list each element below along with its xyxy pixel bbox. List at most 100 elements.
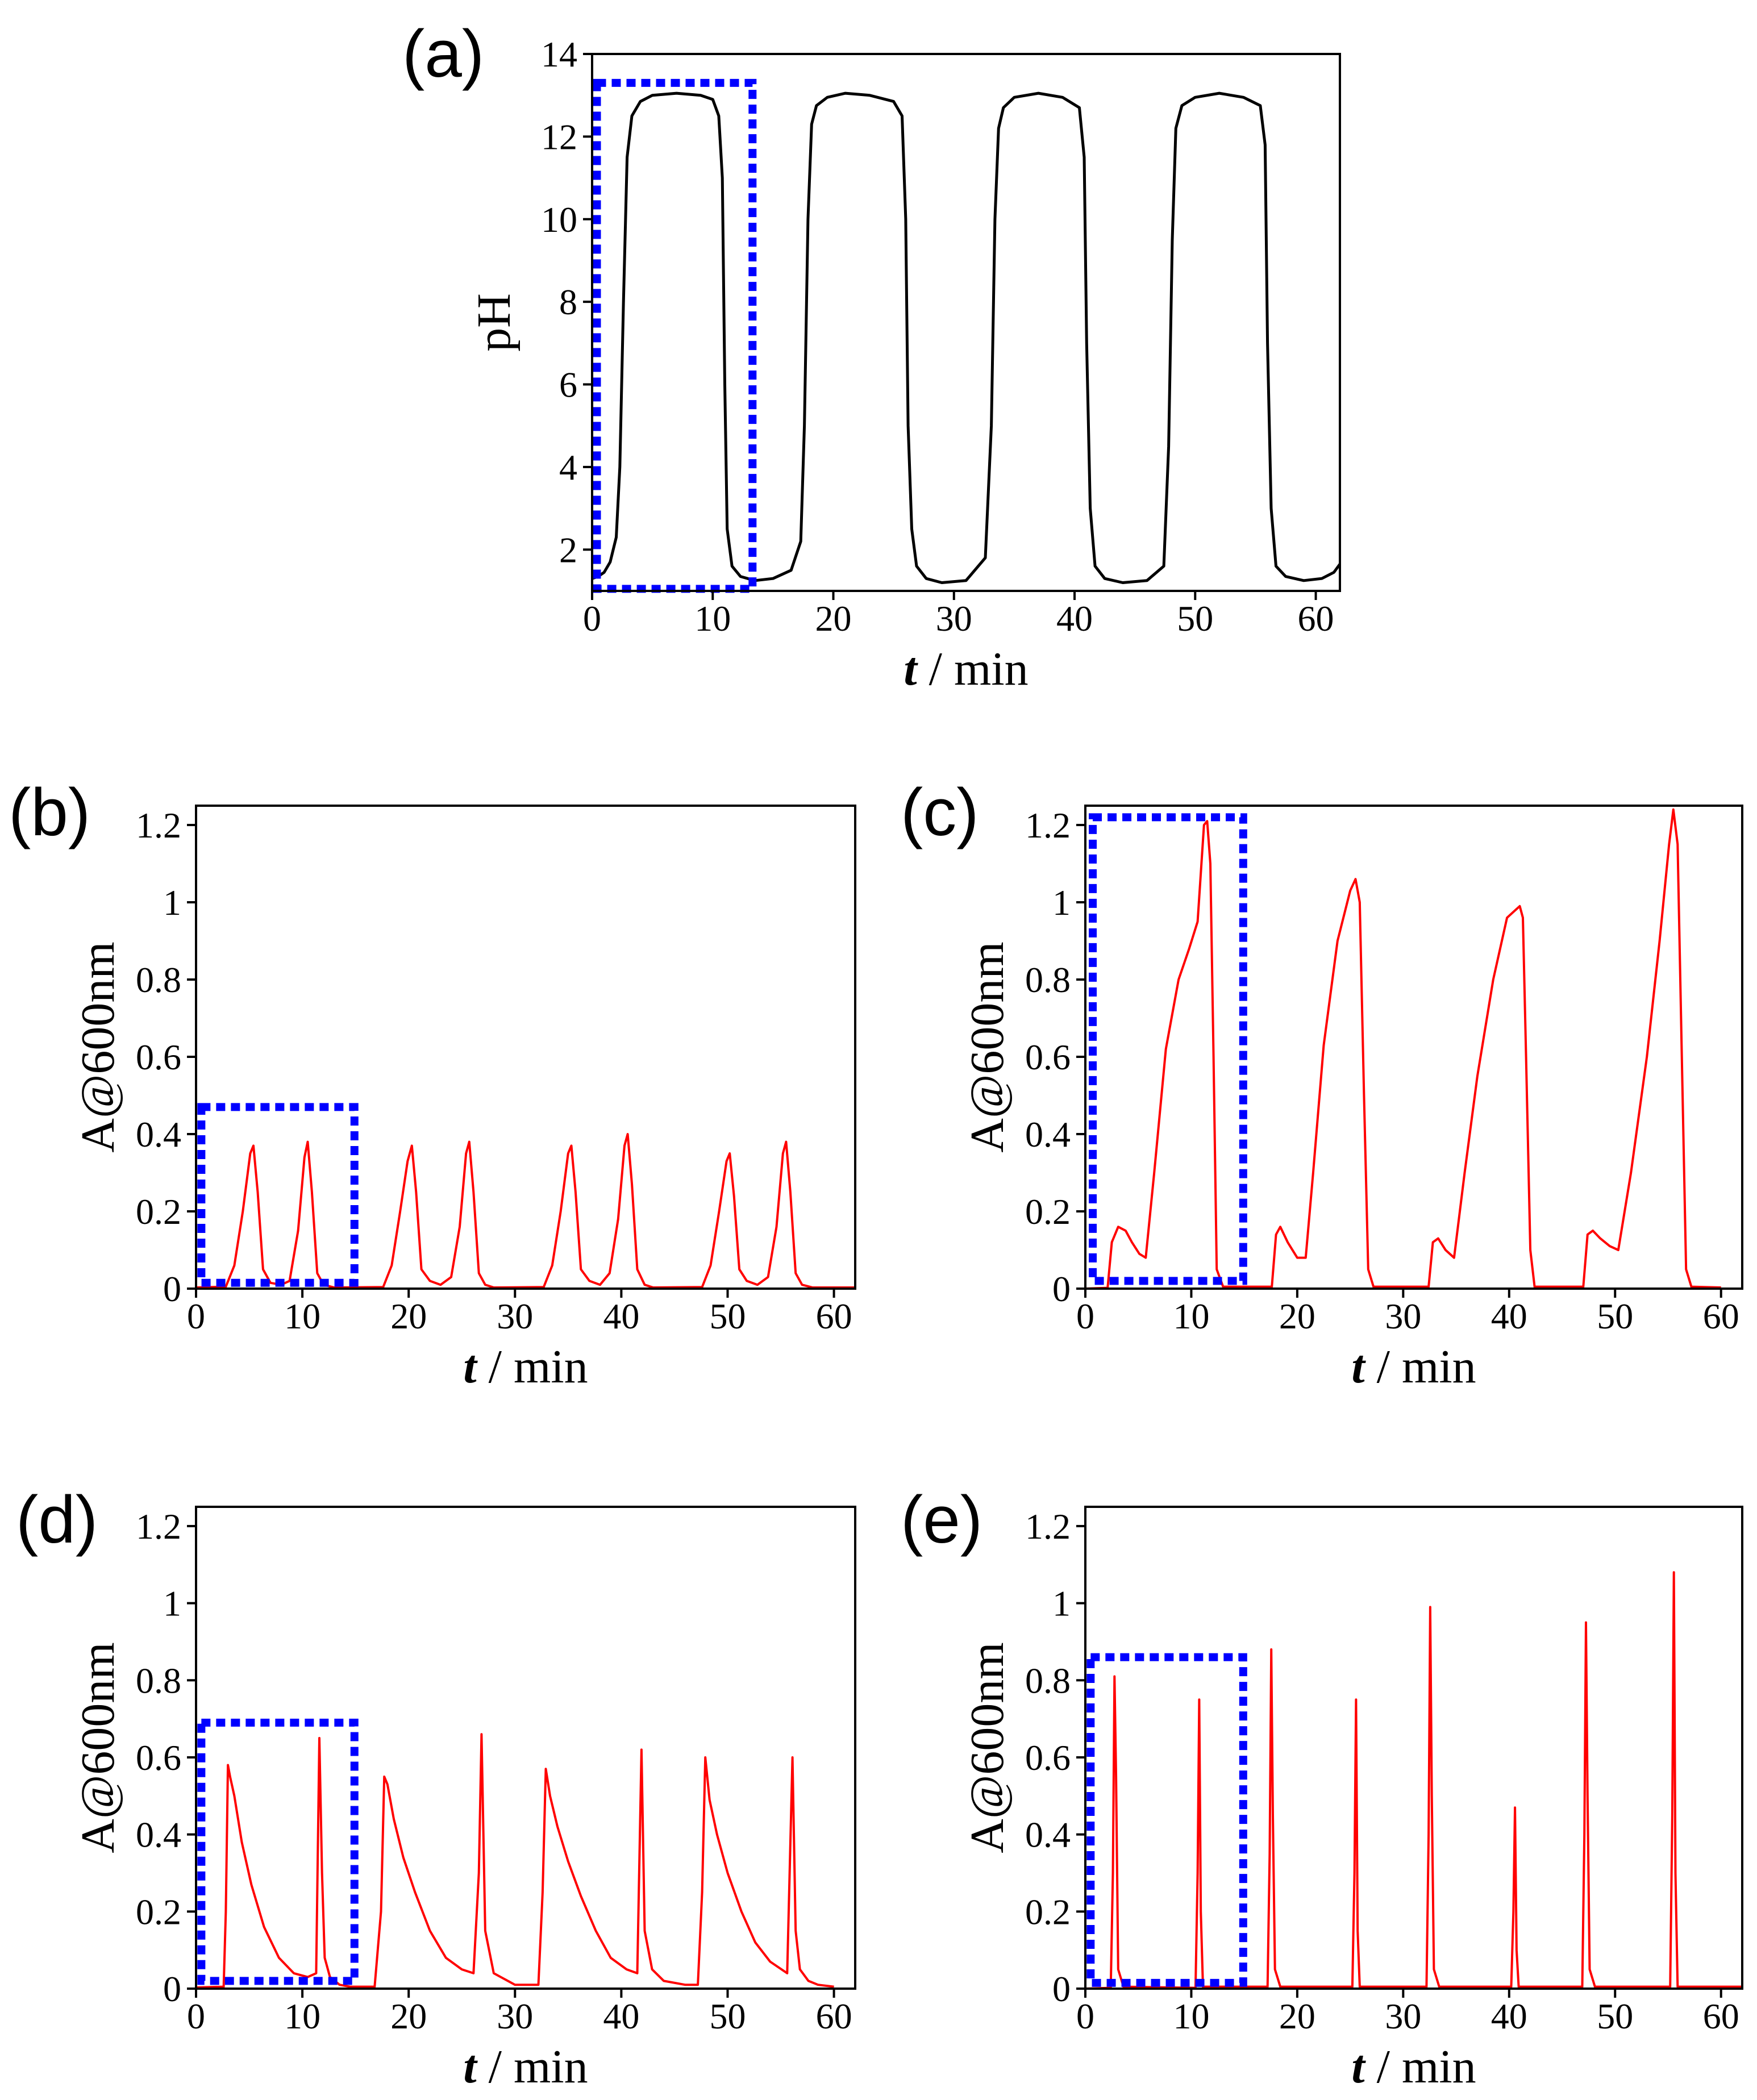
y-tick-label: 0.8 [136, 1660, 181, 1701]
x-axis-space [477, 2040, 489, 2093]
x-tick-label: 0 [187, 1296, 205, 1336]
y-tick-label: 6 [559, 365, 577, 405]
y-tick-label: 1.2 [1025, 1506, 1071, 1547]
panel-label: (e) [901, 1482, 982, 1557]
x-tick-label: 0 [187, 1996, 205, 2036]
x-tick-label: 0 [1076, 1996, 1094, 2036]
x-tick-label: 50 [709, 1996, 746, 2036]
x-tick-label: 30 [497, 1996, 533, 2036]
series-line-0 [1085, 1571, 1742, 1989]
x-axis-unit: / min [1377, 2040, 1476, 2093]
y-tick-label: 1 [163, 882, 181, 923]
plot-frame [591, 53, 1341, 592]
chart-panel-e: (e) 0 10 20 30 40 50 60 0 0.2 0.4 0.6 0.8 1 1.2 t / min… [901, 1482, 1743, 2093]
y-tick-label: 0 [163, 1969, 181, 2009]
y-tick-label: 12 [541, 116, 577, 157]
y-tick-label: 0.6 [136, 1037, 181, 1077]
x-axis-space [917, 643, 929, 695]
x-tick-label: 10 [694, 598, 731, 639]
y-tick-label: 0.2 [136, 1891, 181, 1932]
y-tick-label: 0.6 [1025, 1037, 1071, 1077]
plot-frame [1084, 805, 1743, 1290]
x-tick-label: 10 [284, 1996, 320, 2036]
y-axis-title: A@600nm [72, 1642, 124, 1853]
y-tick-label: 0.6 [136, 1738, 181, 1778]
y-tick-label: 0.2 [1025, 1891, 1071, 1932]
y-tick-label: 1 [1052, 1584, 1071, 1624]
x-axis-unit: / min [489, 2040, 588, 2093]
highlight-box [197, 1718, 359, 1985]
x-tick-label: 20 [390, 1996, 427, 2036]
x-tick-label: 10 [284, 1296, 320, 1336]
chart-panel-c: (c) 0 10 20 30 40 50 60 0 0.2 0.4 0.6 0.8 1 1.2 t / min… [901, 775, 1743, 1393]
y-tick-label: 0.6 [1025, 1738, 1071, 1778]
plot-frame [1084, 1506, 1743, 1990]
y-tick-label: 0 [1052, 1269, 1071, 1309]
x-axis-variable: t [1351, 2040, 1366, 2093]
y-axis-title: A@600nm [72, 941, 124, 1152]
y-axis-title: A@600nm [961, 941, 1014, 1152]
y-tick-label: 10 [541, 199, 577, 240]
highlight-box [1089, 813, 1247, 1285]
y-tick-label: 4 [559, 447, 577, 488]
chart-panel-b: (b) 0 10 20 30 40 50 60 0 0.2 0.4 0.6 0.8 1 1.2 t / min… [9, 775, 856, 1393]
y-axis-title: A@600nm [961, 1642, 1014, 1853]
x-axis-space [477, 1340, 489, 1393]
x-tick-label: 40 [603, 1996, 639, 2036]
y-tick-label: 8 [559, 282, 577, 322]
y-tick-label: 2 [559, 530, 577, 570]
x-tick-label: 40 [1491, 1296, 1527, 1336]
x-axis-title: t / min [904, 643, 1028, 695]
panel-label: (b) [9, 775, 90, 850]
y-tick-label: 0.2 [1025, 1191, 1071, 1232]
chart-panel-d: (d) 0 10 20 30 40 50 60 0 0.2 0.4 0.6 0.8 1 1.2 t / min… [16, 1482, 856, 2093]
y-tick-label: 0 [1052, 1969, 1071, 2009]
x-tick-label: 30 [936, 598, 972, 639]
x-tick-label: 50 [709, 1296, 746, 1336]
x-axis-title: t / min [1351, 1340, 1476, 1393]
x-tick-label: 60 [816, 1996, 852, 2036]
x-tick-label: 40 [603, 1296, 639, 1336]
highlight-box [1086, 1653, 1247, 1987]
y-tick-label: 14 [541, 34, 577, 74]
x-axis-variable: t [463, 2040, 478, 2093]
x-tick-label: 40 [1491, 1996, 1527, 2036]
series-line-0 [592, 91, 1340, 584]
panel-label: (d) [16, 1482, 98, 1557]
x-tick-label: 10 [1173, 1296, 1209, 1336]
x-tick-label: 20 [1279, 1296, 1315, 1336]
x-tick-label: 10 [1173, 1996, 1209, 2036]
x-tick-label: 20 [815, 598, 852, 639]
x-axis-variable: t [904, 643, 918, 695]
x-axis-unit: / min [929, 643, 1029, 695]
x-tick-label: 50 [1597, 1296, 1633, 1336]
x-tick-label: 30 [497, 1296, 533, 1336]
y-tick-label: 0.4 [136, 1815, 181, 1855]
plot-frame [195, 805, 856, 1290]
x-axis-title: t / min [1351, 2040, 1476, 2093]
x-tick-label: 50 [1177, 598, 1213, 639]
y-tick-label: 0.4 [1025, 1114, 1071, 1155]
x-tick-label: 60 [1703, 1296, 1739, 1336]
y-tick-label: 1.2 [136, 1506, 181, 1547]
panel-label: (c) [901, 775, 979, 850]
panel-label: (a) [402, 16, 484, 91]
x-tick-label: 30 [1385, 1296, 1421, 1336]
x-tick-label: 30 [1385, 1996, 1421, 2036]
y-tick-label: 0.4 [1025, 1815, 1071, 1855]
x-axis-unit: / min [1377, 1340, 1476, 1393]
x-tick-label: 0 [583, 598, 601, 639]
x-tick-label: 0 [1076, 1296, 1094, 1336]
plot-frame [195, 1506, 856, 1990]
highlight-box [197, 1103, 359, 1287]
x-tick-label: 60 [1298, 598, 1334, 639]
x-axis-unit: / min [489, 1340, 588, 1393]
x-tick-label: 20 [1279, 1996, 1315, 2036]
x-axis-variable: t [463, 1340, 478, 1393]
y-axis-title: pH [468, 293, 521, 352]
x-tick-label: 20 [390, 1296, 427, 1336]
x-axis-title: t / min [463, 2040, 588, 2093]
highlight-box [593, 78, 757, 593]
